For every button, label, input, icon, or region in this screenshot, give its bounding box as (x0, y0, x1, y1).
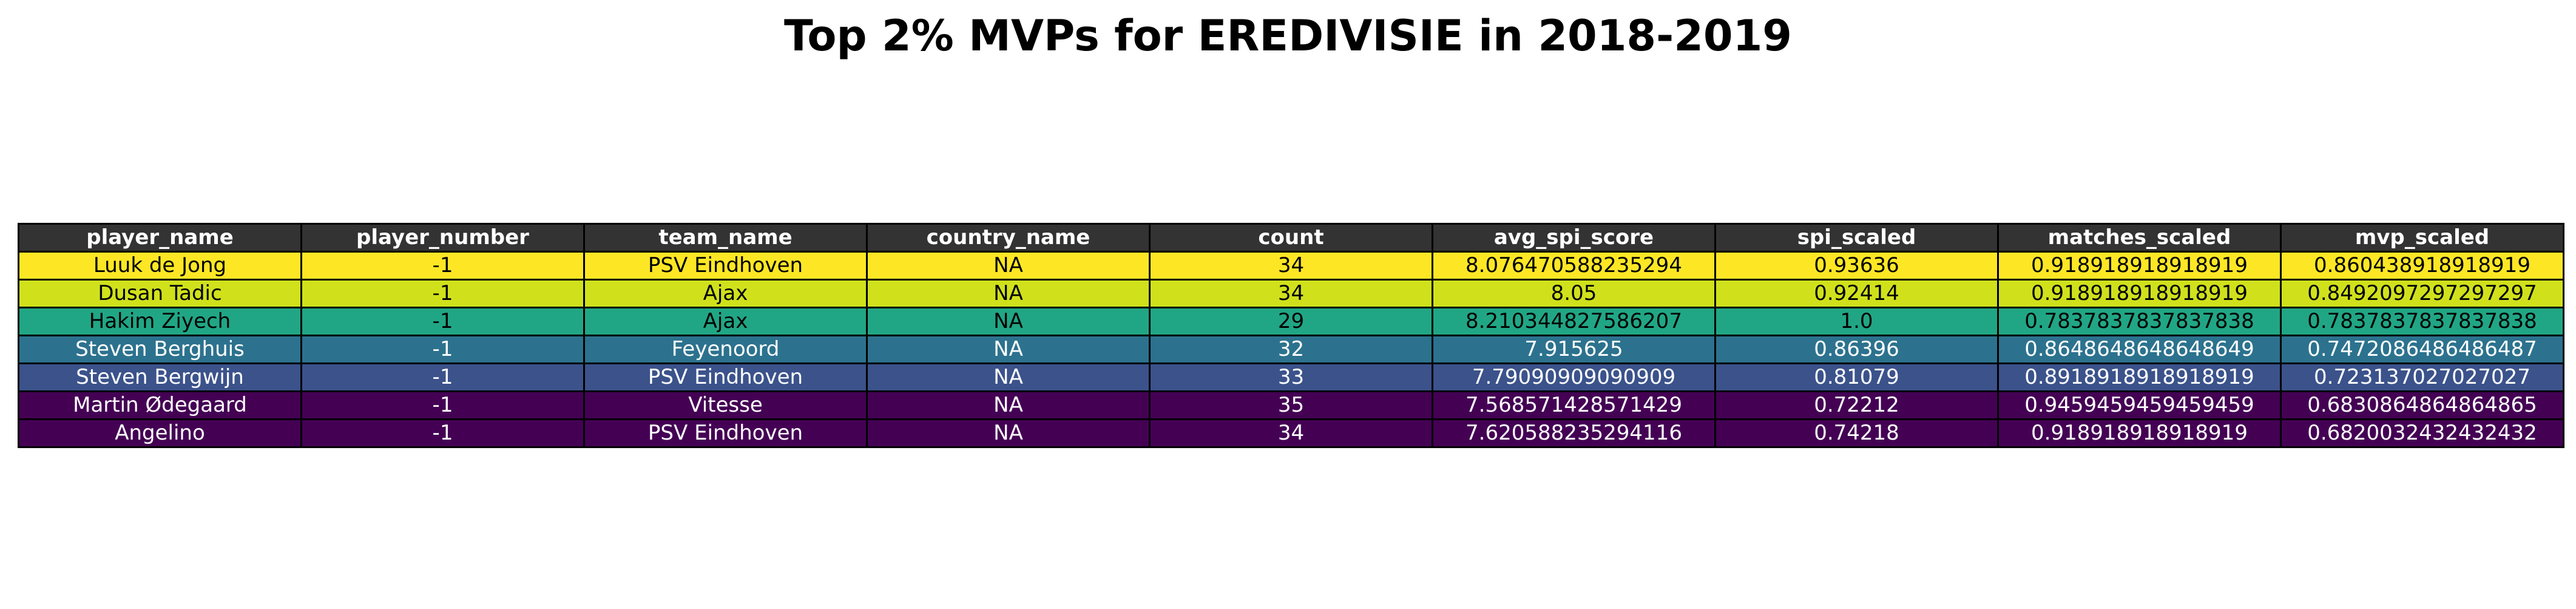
cell-player-name: Steven Berghuis (18, 335, 302, 364)
cell-count: 29 (1149, 307, 1433, 336)
cell-avg-spi-score: 7.568571428571429 (1432, 390, 1716, 420)
header-count: count (1149, 223, 1433, 253)
cell-matches-scaled: 0.8648648648648649 (1997, 335, 2282, 364)
cell-avg-spi-score: 7.620588235294116 (1432, 418, 1716, 448)
cell-count: 34 (1149, 418, 1433, 448)
cell-team-name: PSV Eindhoven (583, 362, 868, 392)
cell-team-name: Ajax (583, 279, 868, 308)
cell-player-number: -1 (300, 251, 585, 281)
cell-mvp-scaled: 0.860438918918919 (2280, 251, 2564, 281)
cell-player-number: -1 (300, 335, 585, 364)
table-row: Luuk de Jong -1 PSV Eindhoven NA 34 8.0764705… (18, 251, 2564, 281)
cell-team-name: Ajax (583, 307, 868, 336)
cell-mvp-scaled: 0.7837837837837838 (2280, 307, 2564, 336)
cell-country-name: NA (866, 390, 1151, 420)
cell-count: 34 (1149, 279, 1433, 308)
cell-player-number: -1 (300, 362, 585, 392)
cell-player-name: Steven Bergwijn (18, 362, 302, 392)
cell-spi-scaled: 0.93636 (1714, 251, 1999, 281)
cell-matches-scaled: 0.8918918918918919 (1997, 362, 2282, 392)
cell-mvp-scaled: 0.7472086486486487 (2280, 335, 2564, 364)
cell-avg-spi-score: 8.05 (1432, 279, 1716, 308)
cell-player-number: -1 (300, 418, 585, 448)
cell-matches-scaled: 0.918918918918919 (1997, 418, 2282, 448)
cell-spi-scaled: 1.0 (1714, 307, 1999, 336)
cell-avg-spi-score: 8.076470588235294 (1432, 251, 1716, 281)
cell-matches-scaled: 0.918918918918919 (1997, 251, 2282, 281)
cell-team-name: Feyenoord (583, 335, 868, 364)
cell-count: 35 (1149, 390, 1433, 420)
cell-team-name: Vitesse (583, 390, 868, 420)
cell-country-name: NA (866, 251, 1151, 281)
header-player-number: player_number (300, 223, 585, 253)
cell-mvp-scaled: 0.8492097297297297 (2280, 279, 2564, 308)
cell-spi-scaled: 0.81079 (1714, 362, 1999, 392)
table-row: Dusan Tadic -1 Ajax NA 34 8.05 0.92414 0.918918… (18, 279, 2564, 308)
cell-spi-scaled: 0.86396 (1714, 335, 1999, 364)
table-row: Martin Ødegaard -1 Vitesse NA 35 7.5685714285… (18, 390, 2564, 420)
cell-matches-scaled: 0.9459459459459459 (1997, 390, 2282, 420)
header-avg-spi-score: avg_spi_score (1432, 223, 1716, 253)
header-player-name: player_name (18, 223, 302, 253)
cell-mvp-scaled: 0.6830864864864865 (2280, 390, 2564, 420)
cell-country-name: NA (866, 307, 1151, 336)
cell-matches-scaled: 0.918918918918919 (1997, 279, 2282, 308)
cell-avg-spi-score: 8.210344827586207 (1432, 307, 1716, 336)
chart-title: Top 2% MVPs for EREDIVISIE in 2018-2019 (783, 11, 1793, 61)
header-mvp-scaled: mvp_scaled (2280, 223, 2564, 253)
cell-spi-scaled: 0.72212 (1714, 390, 1999, 420)
table-row: Angelino -1 PSV Eindhoven NA 34 7.62058823529… (18, 418, 2564, 448)
cell-team-name: PSV Eindhoven (583, 251, 868, 281)
table-row: Steven Bergwijn -1 PSV Eindhoven NA 33 7.7909… (18, 362, 2564, 392)
cell-player-name: Luuk de Jong (18, 251, 302, 281)
cell-player-name: Dusan Tadic (18, 279, 302, 308)
cell-count: 32 (1149, 335, 1433, 364)
header-country-name: country_name (866, 223, 1151, 253)
table-row: Steven Berghuis -1 Feyenoord NA 32 7.915625 0.… (18, 335, 2564, 364)
cell-mvp-scaled: 0.723137027027027 (2280, 362, 2564, 392)
cell-matches-scaled: 0.7837837837837838 (1997, 307, 2282, 336)
cell-spi-scaled: 0.74218 (1714, 418, 1999, 448)
cell-count: 34 (1149, 251, 1433, 281)
table-body: Luuk de Jong -1 PSV Eindhoven NA 34 8.0764705… (18, 251, 2564, 448)
header-spi-scaled: spi_scaled (1714, 223, 1999, 253)
cell-country-name: NA (866, 335, 1151, 364)
header-row: player_name player_number team_name coun… (18, 223, 2564, 253)
cell-player-number: -1 (300, 390, 585, 420)
cell-player-name: Angelino (18, 418, 302, 448)
cell-count: 33 (1149, 362, 1433, 392)
cell-country-name: NA (866, 279, 1151, 308)
mvp-table: player_name player_number team_name coun… (18, 223, 2564, 448)
cell-avg-spi-score: 7.79090909090909 (1432, 362, 1716, 392)
cell-player-name: Martin Ødegaard (18, 390, 302, 420)
table-row: Hakim Ziyech -1 Ajax NA 29 8.210344827586207 1… (18, 307, 2564, 336)
cell-player-number: -1 (300, 279, 585, 308)
cell-mvp-scaled: 0.6820032432432432 (2280, 418, 2564, 448)
header-matches-scaled: matches_scaled (1997, 223, 2282, 253)
cell-avg-spi-score: 7.915625 (1432, 335, 1716, 364)
cell-country-name: NA (866, 362, 1151, 392)
cell-team-name: PSV Eindhoven (583, 418, 868, 448)
header-team-name: team_name (583, 223, 868, 253)
cell-spi-scaled: 0.92414 (1714, 279, 1999, 308)
cell-player-number: -1 (300, 307, 585, 336)
cell-player-name: Hakim Ziyech (18, 307, 302, 336)
cell-country-name: NA (866, 418, 1151, 448)
